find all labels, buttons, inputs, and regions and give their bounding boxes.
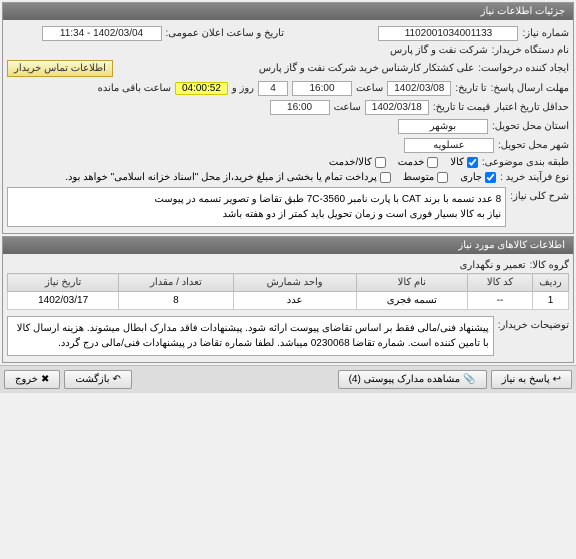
group-label: گروه کالا: <box>530 260 569 271</box>
valid-time: 16:00 <box>270 100 330 115</box>
class-khadamat-check[interactable]: خدمت <box>398 157 439 168</box>
requester-value: علی کشتکار کارشناس خرید شرکت نفت و گاز پ… <box>259 63 474 74</box>
deadline-tolabel: تا تاریخ: <box>455 83 486 94</box>
requester-label: ایجاد کننده درخواست: <box>478 63 569 74</box>
cell-qty: 8 <box>119 292 233 310</box>
process-label: نوع فرآیند خرید : <box>500 172 569 183</box>
req-no-label: شماره نیاز: <box>522 28 569 39</box>
class-khadamat-label: خدمت <box>398 157 425 168</box>
goods-table: ردیف کد کالا نام کالا واحد شمارش تعداد /… <box>7 273 569 310</box>
attach-label: مشاهده مدارک پیوستی (4) <box>349 374 461 385</box>
back-icon: ↶ <box>113 374 121 385</box>
proc-mid-label: متوسط <box>403 172 434 183</box>
deadline-time: 16:00 <box>292 81 352 96</box>
table-row[interactable]: 1 -- تسمه فجری عدد 8 1402/03/17 <box>8 292 569 310</box>
desc-label: توضیحات خریدار: <box>498 316 569 331</box>
remain-label: ساعت باقی مانده <box>98 83 171 94</box>
exit-label: خروج <box>15 374 38 385</box>
buyer-device-value: شرکت نفت و گاز پارس <box>390 45 488 56</box>
exit-icon: ✖ <box>41 374 49 385</box>
cell-date: 1402/03/17 <box>8 292 119 310</box>
city-label: شهر محل تحویل: <box>498 140 569 151</box>
th-qty: تعداد / مقدار <box>119 274 233 292</box>
desc-text: پیشنهاد فنی/مالی فقط بر اساس تقاضای پیوس… <box>7 316 494 356</box>
remain-time: 04:00:52 <box>175 82 228 95</box>
pub-dt-label: تاریخ و ساعت اعلان عمومی: <box>166 28 285 39</box>
respond-button[interactable]: ↩ پاسخ به نیاز <box>491 370 572 389</box>
city-value: عسلویه <box>404 138 494 153</box>
province-label: استان محل تحویل: <box>492 121 569 132</box>
attachments-button[interactable]: 📎 مشاهده مدارک پیوستی (4) <box>338 370 487 389</box>
contact-buyer-link[interactable]: اطلاعات تماس خریدار <box>7 60 113 77</box>
cell-row: 1 <box>533 292 569 310</box>
panel2-title: اطلاعات کالاهای مورد نیاز <box>3 237 573 254</box>
valid-tolabel: قیمت تا تاریخ: <box>433 102 490 113</box>
back-label: بازگشت <box>75 374 109 385</box>
class-label: طبقه بندی موضوعی: <box>482 157 569 168</box>
sharh-text: 8 عدد تسمه با برند CAT با پارت نامبر 7C-… <box>7 187 506 227</box>
th-unit: واحد شمارش <box>233 274 356 292</box>
pub-dt-value: 1402/03/04 - 11:34 <box>42 26 162 41</box>
cell-name: تسمه فجری <box>356 292 468 310</box>
deadline-label: مهلت ارسال پاسخ: <box>491 83 569 94</box>
group-value: تعمیر و نگهداری <box>460 260 526 271</box>
class-kalakh-check[interactable]: کالا/خدمت <box>329 157 386 168</box>
valid-label: حداقل تاریخ اعتبار <box>494 102 569 113</box>
attachment-icon: 📎 <box>463 374 475 385</box>
th-row: ردیف <box>533 274 569 292</box>
class-kala-label: کالا <box>450 157 464 168</box>
th-code: کد کالا <box>468 274 533 292</box>
cell-code: -- <box>468 292 533 310</box>
request-details-panel: جزئیات اطلاعات نیاز شماره نیاز: 11020010… <box>2 2 574 234</box>
back-button[interactable]: ↶ بازگشت <box>64 370 132 389</box>
saat1: ساعت <box>356 83 383 94</box>
proc-note-check[interactable]: پرداخت تمام یا بخشی از مبلغ خرید،از محل … <box>65 172 391 183</box>
va-label: روز و <box>232 83 254 94</box>
class-kala-check[interactable]: کالا <box>450 157 478 168</box>
valid-date: 1402/03/18 <box>365 100 429 115</box>
goods-info-panel: اطلاعات کالاهای مورد نیاز گروه کالا: تعم… <box>2 236 574 363</box>
req-no-value: 1102001034001133 <box>378 26 518 41</box>
proc-note-label: پرداخت تمام یا بخشی از مبلغ خرید،از محل … <box>65 172 377 183</box>
buyer-device-label: نام دستگاه خریدار: <box>492 45 569 56</box>
province-value: بوشهر <box>398 119 488 134</box>
exit-button[interactable]: ✖ خروج <box>4 370 60 389</box>
saat2: ساعت <box>334 102 361 113</box>
th-date: تاریخ نیاز <box>8 274 119 292</box>
days-value: 4 <box>258 81 288 96</box>
deadline-date: 1402/03/08 <box>387 81 451 96</box>
th-name: نام کالا <box>356 274 468 292</box>
respond-label: پاسخ به نیاز <box>502 374 550 385</box>
proc-mid-check[interactable]: متوسط <box>403 172 448 183</box>
proc-jari-check[interactable]: جاری <box>460 172 496 183</box>
cell-unit: عدد <box>233 292 356 310</box>
reply-icon: ↩ <box>553 374 561 385</box>
class-kalakh-label: کالا/خدمت <box>329 157 372 168</box>
panel1-title: جزئیات اطلاعات نیاز <box>3 3 573 20</box>
sharh-label: شرح کلی نیاز: <box>510 187 569 202</box>
proc-jari-label: جاری <box>460 172 482 183</box>
button-bar: ↩ پاسخ به نیاز 📎 مشاهده مدارک پیوستی (4)… <box>0 365 576 393</box>
